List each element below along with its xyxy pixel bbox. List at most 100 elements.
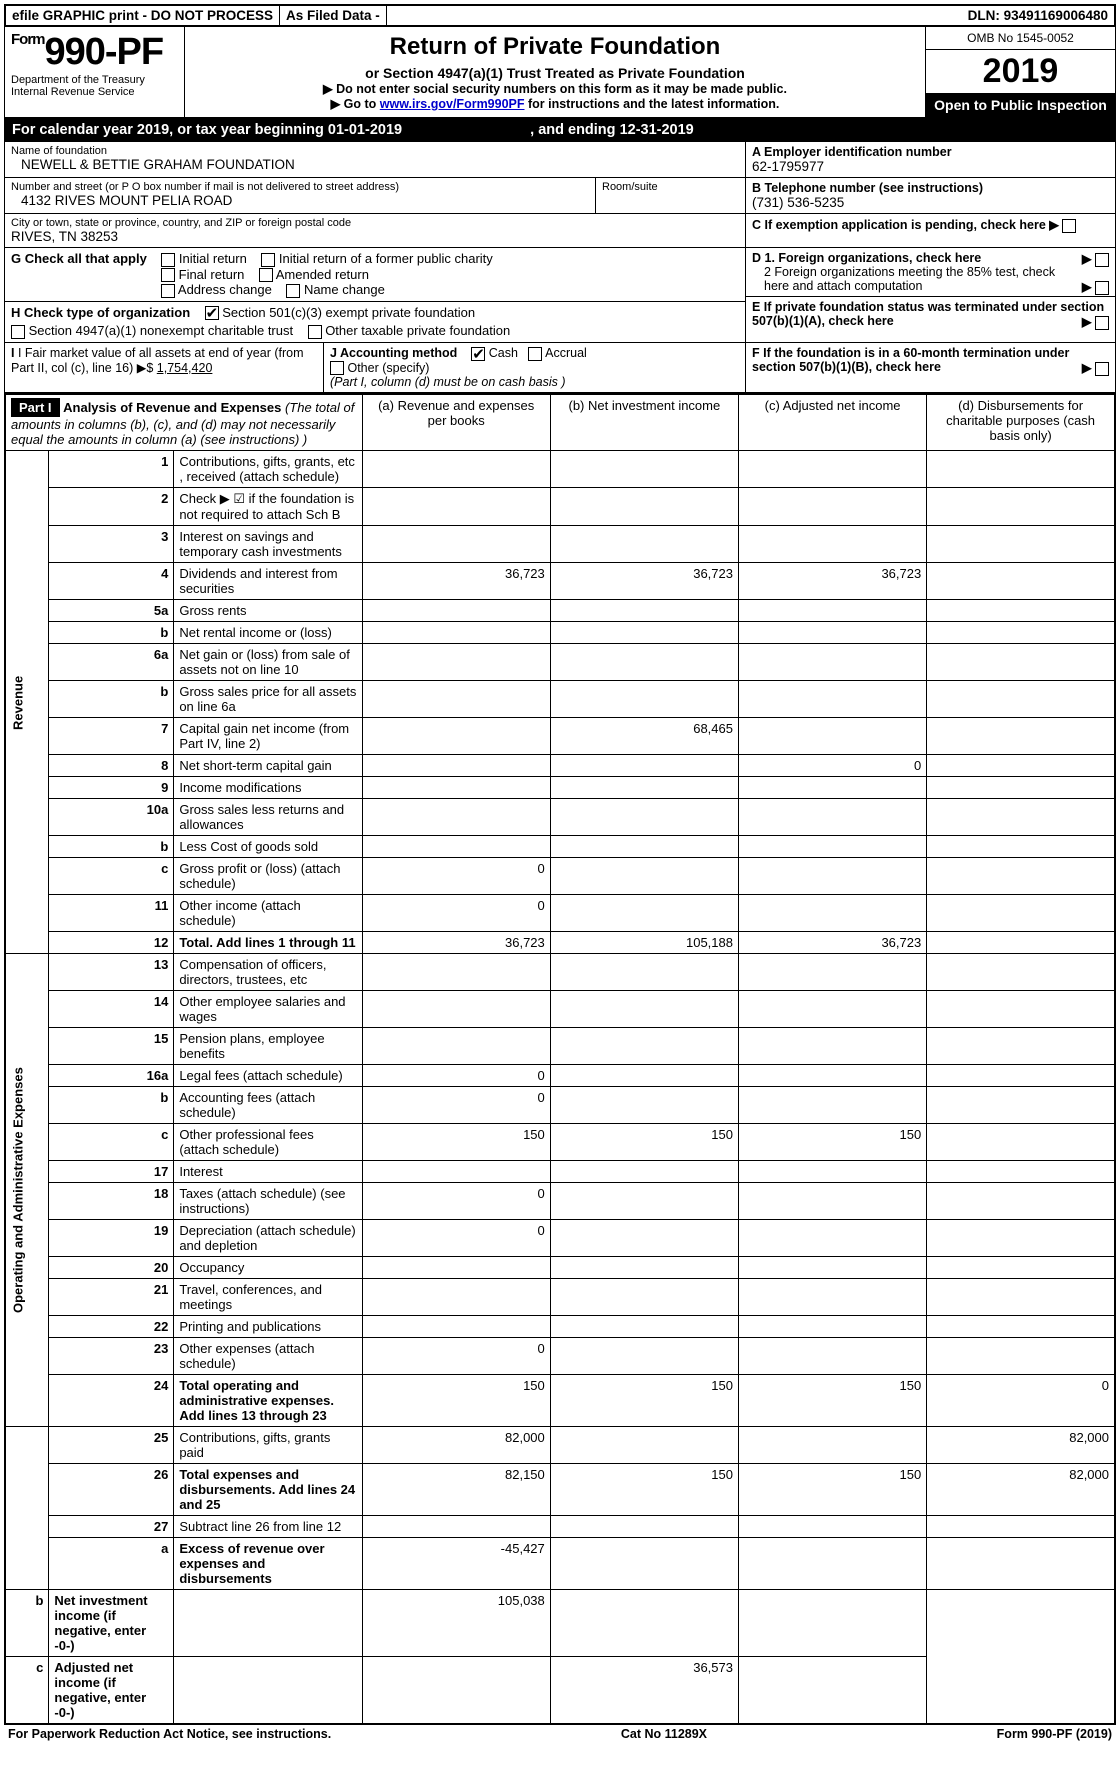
amount-cell bbox=[927, 799, 1115, 836]
amount-cell: 36,723 bbox=[738, 932, 926, 954]
part1-row: 20Occupancy bbox=[5, 1257, 1115, 1279]
checkbox-other-taxable[interactable] bbox=[308, 325, 322, 339]
amount-cell bbox=[738, 488, 926, 526]
amount-cell bbox=[550, 1338, 738, 1375]
part1-row: 26Total expenses and disbursements. Add … bbox=[5, 1464, 1115, 1516]
amount-cell bbox=[738, 1538, 926, 1590]
line-description: Pension plans, employee benefits bbox=[174, 1028, 362, 1065]
amount-cell bbox=[927, 954, 1115, 991]
part1-row: cGross profit or (loss) (attach schedule… bbox=[5, 858, 1115, 895]
amount-cell bbox=[738, 895, 926, 932]
amount-cell bbox=[738, 681, 926, 718]
line-number: 17 bbox=[49, 1161, 174, 1183]
checkbox-d2[interactable] bbox=[1095, 281, 1109, 295]
line-number: b bbox=[49, 1087, 174, 1124]
part1-table: Part I Analysis of Revenue and Expenses … bbox=[4, 393, 1116, 1725]
amount-cell bbox=[927, 1028, 1115, 1065]
amount-cell bbox=[927, 1257, 1115, 1279]
amount-cell bbox=[738, 1427, 926, 1464]
amount-cell: 150 bbox=[738, 1375, 926, 1427]
part1-row: 22Printing and publications bbox=[5, 1316, 1115, 1338]
line-number: 24 bbox=[49, 1375, 174, 1427]
amount-cell bbox=[550, 1161, 738, 1183]
line-number: 23 bbox=[49, 1338, 174, 1375]
amount-cell bbox=[927, 644, 1115, 681]
amount-cell bbox=[927, 895, 1115, 932]
line-number: 18 bbox=[49, 1183, 174, 1220]
part1-row: Operating and Administrative Expenses13C… bbox=[5, 954, 1115, 991]
amount-cell bbox=[550, 1065, 738, 1087]
form-number-box: Form990-PF Department of the Treasury In… bbox=[5, 27, 185, 117]
checkbox-final-return[interactable] bbox=[161, 268, 175, 282]
checkbox-cash[interactable] bbox=[471, 347, 485, 361]
amount-cell bbox=[738, 1657, 926, 1725]
amount-cell bbox=[550, 644, 738, 681]
amount-cell bbox=[738, 954, 926, 991]
amount-cell bbox=[362, 681, 550, 718]
part1-row: 11Other income (attach schedule)0 bbox=[5, 895, 1115, 932]
identity-row-1: Name of foundation NEWELL & BETTIE GRAHA… bbox=[4, 142, 1116, 178]
amount-cell bbox=[927, 563, 1115, 600]
amount-cell bbox=[362, 644, 550, 681]
checkbox-address-change[interactable] bbox=[161, 284, 175, 298]
amount-cell bbox=[927, 1516, 1115, 1538]
foundation-name: NEWELL & BETTIE GRAHAM FOUNDATION bbox=[11, 157, 739, 172]
line-description: Other income (attach schedule) bbox=[174, 895, 362, 932]
checkbox-name-change[interactable] bbox=[286, 284, 300, 298]
part1-row: 3Interest on savings and temporary cash … bbox=[5, 526, 1115, 563]
checkbox-501c3[interactable] bbox=[205, 306, 219, 320]
checkbox-c[interactable] bbox=[1062, 219, 1076, 233]
line-description: Gross sales less returns and allowances bbox=[174, 799, 362, 836]
part1-row: 8Net short-term capital gain0 bbox=[5, 755, 1115, 777]
line-description: Interest on savings and temporary cash i… bbox=[174, 526, 362, 563]
efile-top-bar: efile GRAPHIC print - DO NOT PROCESS As … bbox=[4, 4, 1116, 27]
part1-row: 2Check ▶ ☑ if the foundation is not requ… bbox=[5, 488, 1115, 526]
checkbox-d1[interactable] bbox=[1095, 253, 1109, 267]
line-number: 5a bbox=[49, 600, 174, 622]
checkbox-4947a1[interactable] bbox=[11, 325, 25, 339]
line-description: Net rental income or (loss) bbox=[174, 622, 362, 644]
amount-cell bbox=[927, 1065, 1115, 1087]
line-number: 3 bbox=[49, 526, 174, 563]
amount-cell bbox=[738, 526, 926, 563]
checkbox-initial-return[interactable] bbox=[161, 253, 175, 267]
line-description: Contributions, gifts, grants, etc , rece… bbox=[174, 451, 362, 488]
amount-cell bbox=[738, 1065, 926, 1087]
irs-link[interactable]: www.irs.gov/Form990PF bbox=[380, 97, 525, 111]
checkbox-other-method[interactable] bbox=[330, 361, 344, 375]
line-description: Net short-term capital gain bbox=[174, 755, 362, 777]
amount-cell bbox=[738, 1087, 926, 1124]
line-description: Total operating and administrative expen… bbox=[174, 1375, 362, 1427]
line-description: Occupancy bbox=[174, 1257, 362, 1279]
line-description: Travel, conferences, and meetings bbox=[174, 1279, 362, 1316]
checkbox-e[interactable] bbox=[1095, 316, 1109, 330]
checkbox-amended-return[interactable] bbox=[259, 268, 273, 282]
line-number: 2 bbox=[49, 488, 174, 526]
line-description: Net investment income (if negative, ente… bbox=[49, 1590, 174, 1657]
checkbox-f[interactable] bbox=[1095, 362, 1109, 376]
line-description: Printing and publications bbox=[174, 1316, 362, 1338]
checkbox-former-public[interactable] bbox=[261, 253, 275, 267]
amount-cell bbox=[738, 622, 926, 644]
amount-cell bbox=[550, 1427, 738, 1464]
amount-cell bbox=[927, 1161, 1115, 1183]
line-number: 10a bbox=[49, 799, 174, 836]
amount-cell: 36,723 bbox=[362, 932, 550, 954]
line-description: Adjusted net income (if negative, enter … bbox=[49, 1657, 174, 1725]
amount-cell: 0 bbox=[362, 1065, 550, 1087]
identity-row-2: Number and street (or P O box number if … bbox=[4, 178, 1116, 214]
amount-cell bbox=[550, 991, 738, 1028]
amount-cell bbox=[550, 1220, 738, 1257]
line-description: Gross profit or (loss) (attach schedule) bbox=[174, 858, 362, 895]
checkbox-accrual[interactable] bbox=[528, 347, 542, 361]
ein-value: 62-1795977 bbox=[752, 159, 1109, 174]
amount-cell bbox=[927, 836, 1115, 858]
part1-row: 23Other expenses (attach schedule)0 bbox=[5, 1338, 1115, 1375]
i-j-f-row: I I Fair market value of all assets at e… bbox=[4, 343, 1116, 393]
part1-row: 16aLegal fees (attach schedule)0 bbox=[5, 1065, 1115, 1087]
amount-cell bbox=[738, 1028, 926, 1065]
amount-cell bbox=[738, 1338, 926, 1375]
line-number: b bbox=[49, 836, 174, 858]
amount-cell bbox=[927, 1316, 1115, 1338]
line-description: Income modifications bbox=[174, 777, 362, 799]
